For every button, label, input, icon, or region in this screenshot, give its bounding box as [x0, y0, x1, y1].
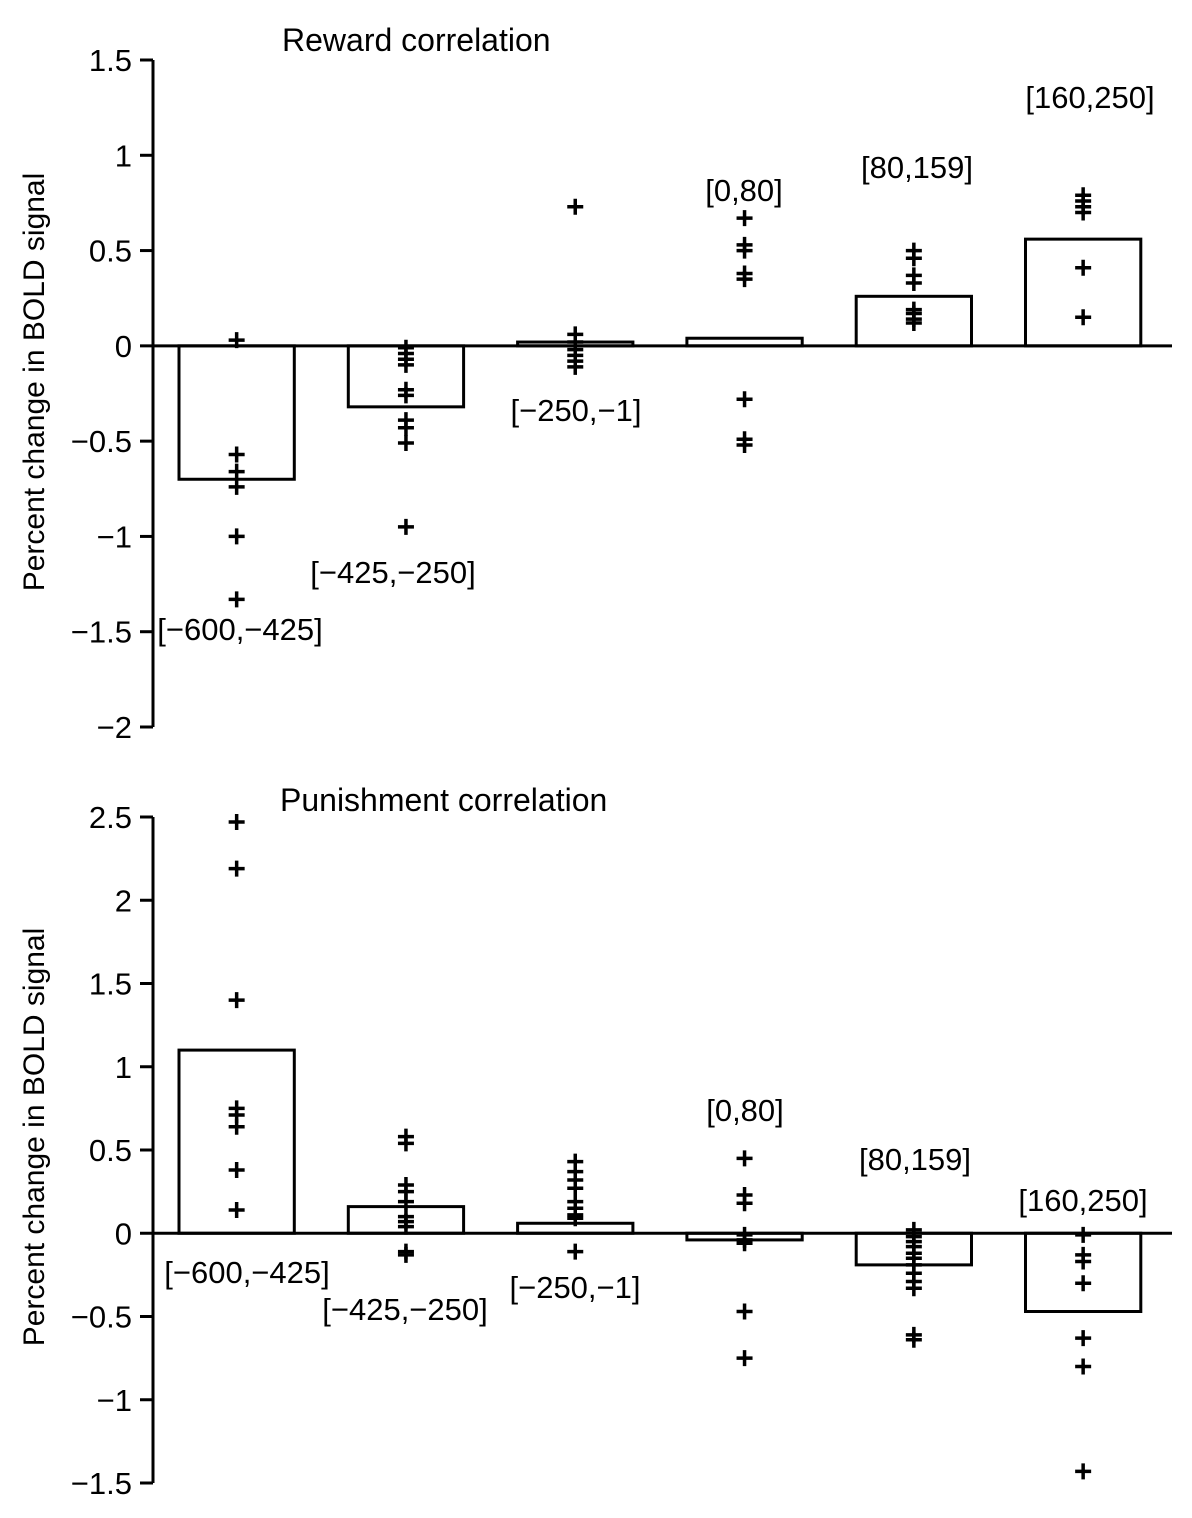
- data-point-marker: [228, 446, 245, 463]
- data-point-marker: [736, 1235, 753, 1252]
- bin-label-punishment: [0,80]: [706, 1093, 784, 1128]
- data-point-marker: [736, 1195, 753, 1212]
- y-tick-label-punishment: 2: [115, 883, 132, 918]
- data-point-marker: [1075, 1358, 1092, 1375]
- data-point-marker: [736, 1350, 753, 1367]
- y-tick-label-reward: −1: [97, 519, 132, 554]
- data-point-marker: [1075, 1330, 1092, 1347]
- reward-panel-title: Reward correlation: [282, 22, 551, 58]
- y-tick-label-reward: 1.5: [89, 43, 132, 78]
- data-point-marker: [397, 1135, 414, 1152]
- data-point-marker: [736, 1150, 753, 1167]
- data-point-marker: [736, 242, 753, 259]
- data-point-marker: [736, 436, 753, 453]
- data-point-marker: [228, 528, 245, 545]
- y-tick-label-punishment: 2.5: [89, 800, 132, 835]
- bin-label-punishment: [−600,−425]: [164, 1255, 330, 1290]
- bin-label-reward: [−425,−250]: [310, 555, 476, 590]
- y-tick-label-punishment: 1.5: [89, 967, 132, 1002]
- bin-label-reward: [80,159]: [861, 150, 973, 185]
- bin-label-punishment: [160,250]: [1018, 1183, 1147, 1218]
- y-tick-label-reward: 0: [115, 329, 132, 364]
- data-point-marker: [905, 1331, 922, 1348]
- data-point-marker: [228, 591, 245, 608]
- data-point-marker: [397, 435, 414, 452]
- bin-label-reward: [0,80]: [705, 173, 783, 208]
- data-point-marker: [1075, 259, 1092, 276]
- data-point-marker: [736, 391, 753, 408]
- data-point-marker: [397, 518, 414, 535]
- data-point-marker: [228, 813, 245, 830]
- data-point-marker: [397, 1246, 414, 1263]
- data-point-marker: [228, 463, 245, 480]
- data-point-marker: [567, 1243, 584, 1260]
- data-point-marker: [567, 358, 584, 375]
- data-point-marker: [567, 1210, 584, 1227]
- data-point-marker: [905, 314, 922, 331]
- data-point-marker: [397, 1193, 414, 1210]
- data-point-marker: [905, 274, 922, 291]
- data-point-marker: [397, 356, 414, 373]
- y-tick-label-reward: 0.5: [89, 234, 132, 269]
- data-point-marker: [1075, 1463, 1092, 1480]
- punishment-panel-title: Punishment correlation: [280, 782, 608, 818]
- bin-label-punishment: [80,159]: [859, 1142, 971, 1177]
- bin-label-reward: [−600,−425]: [157, 612, 323, 647]
- data-point-marker: [1075, 1226, 1092, 1243]
- bar-reward-5: [1024, 237, 1143, 348]
- y-tick-label-punishment: 1: [115, 1050, 132, 1085]
- data-point-marker: [228, 1118, 245, 1135]
- data-point-marker: [228, 1161, 245, 1178]
- y-tick-label-reward: −2: [97, 710, 132, 745]
- y-tick-label-reward: −0.5: [71, 424, 132, 459]
- data-point-marker: [905, 1280, 922, 1297]
- data-point-marker: [567, 198, 584, 215]
- data-point-marker: [905, 250, 922, 267]
- data-point-marker: [228, 992, 245, 1009]
- y-tick-label-reward: 1: [115, 138, 132, 173]
- data-point-marker: [397, 387, 414, 404]
- data-point-marker: [736, 271, 753, 288]
- y-tick-label-reward: −1.5: [71, 615, 132, 650]
- bar-punishment-5: [1024, 1231, 1143, 1314]
- data-point-marker: [736, 1303, 753, 1320]
- data-point-marker: [228, 478, 245, 495]
- data-point-marker: [228, 332, 245, 349]
- data-point-marker: [228, 860, 245, 877]
- y-tick-label-punishment: −1.5: [71, 1466, 132, 1501]
- data-point-marker: [397, 419, 414, 436]
- y-tick-label-punishment: 0: [115, 1216, 132, 1251]
- data-point-marker: [1075, 204, 1092, 221]
- bin-label-reward: [160,250]: [1025, 80, 1154, 115]
- data-point-marker: [1075, 309, 1092, 326]
- data-point-marker: [228, 1201, 245, 1218]
- data-point-marker: [736, 210, 753, 227]
- y-tick-label-punishment: 0.5: [89, 1133, 132, 1168]
- bin-label-punishment: [−425,−250]: [322, 1292, 488, 1327]
- bin-label-punishment: [−250,−1]: [509, 1270, 640, 1305]
- data-point-marker: [1075, 1253, 1092, 1270]
- y-tick-label-punishment: −1: [97, 1383, 132, 1418]
- bin-label-reward: [−250,−1]: [510, 393, 641, 428]
- data-point-marker: [397, 1218, 414, 1235]
- y-tick-label-punishment: −0.5: [71, 1300, 132, 1335]
- data-point-marker: [1075, 1275, 1092, 1292]
